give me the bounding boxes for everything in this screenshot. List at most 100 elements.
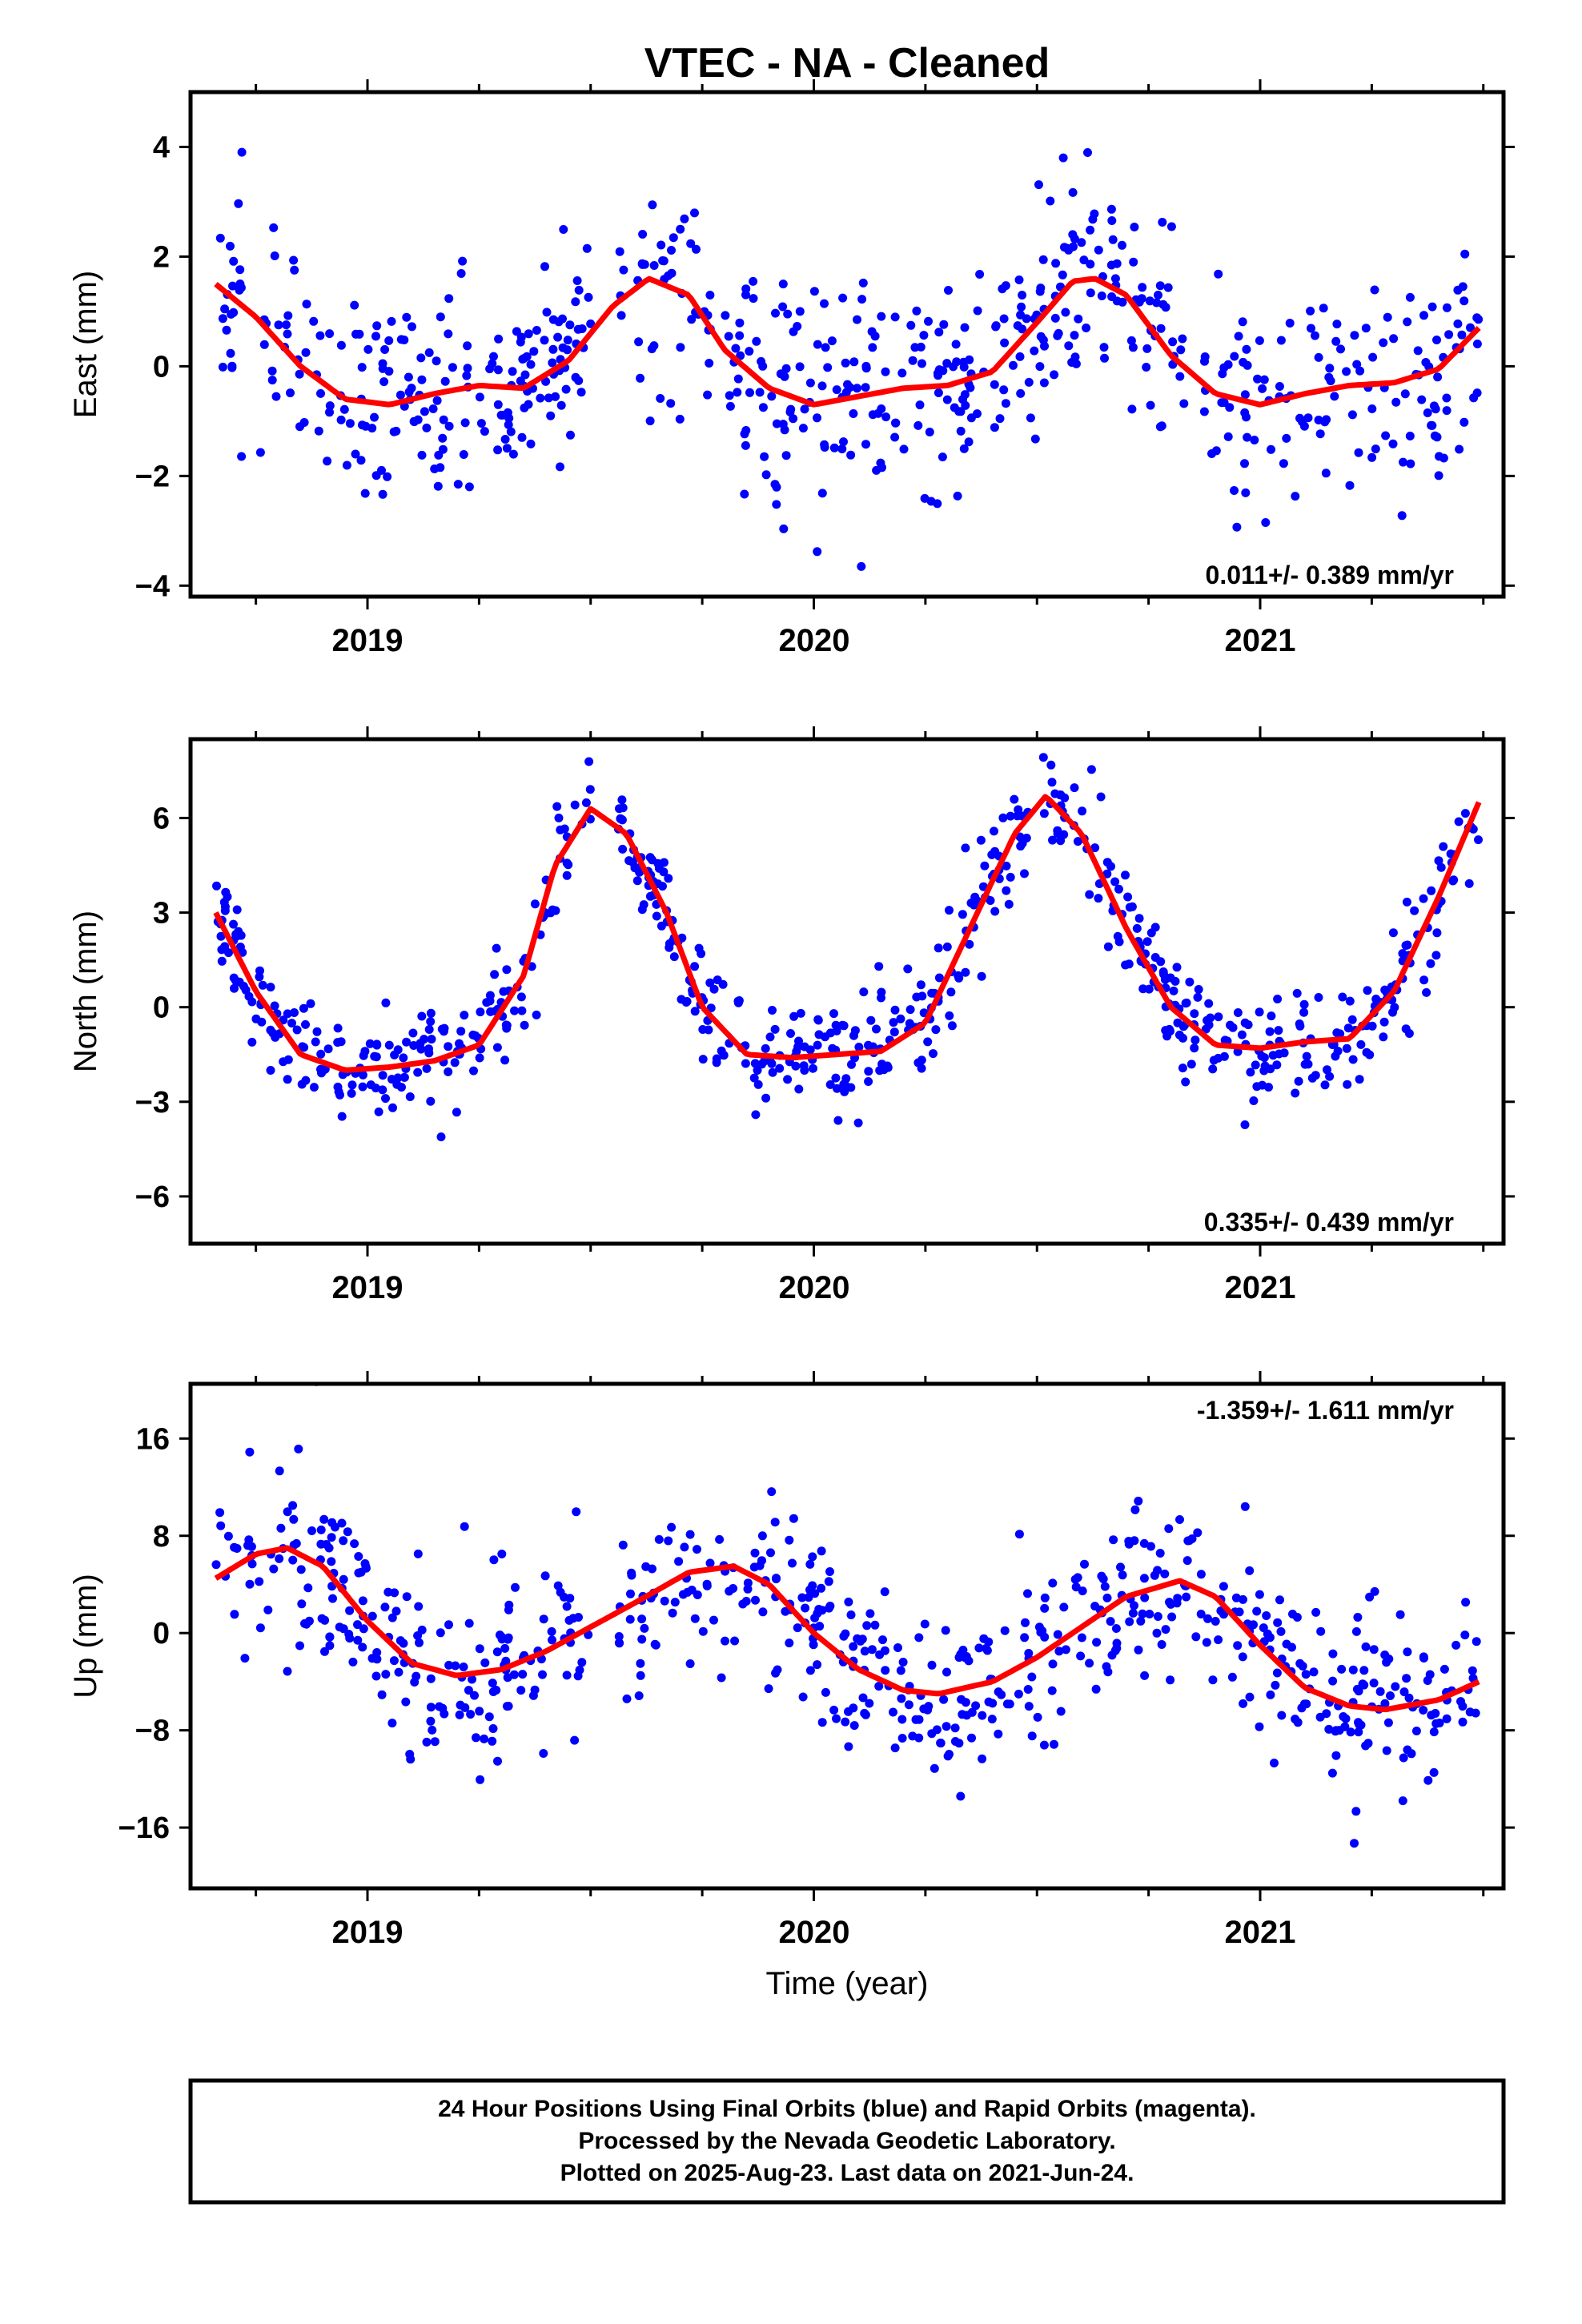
data-point xyxy=(1048,835,1057,845)
data-point xyxy=(1388,1007,1397,1017)
data-point xyxy=(378,1071,387,1080)
data-point xyxy=(1046,196,1055,206)
data-point xyxy=(634,1691,644,1700)
data-point xyxy=(994,1687,1003,1697)
data-point xyxy=(1240,408,1250,417)
data-point xyxy=(1073,837,1082,846)
data-point xyxy=(1435,1719,1444,1727)
data-point xyxy=(358,1596,367,1606)
data-point xyxy=(1124,1539,1134,1549)
data-point xyxy=(1040,1593,1050,1602)
data-point xyxy=(1419,1706,1428,1715)
data-point xyxy=(1238,1652,1247,1662)
data-point xyxy=(551,392,560,401)
data-point xyxy=(217,956,227,966)
data-point xyxy=(396,335,406,344)
data-point xyxy=(271,392,281,401)
data-point xyxy=(938,452,947,462)
data-point xyxy=(1129,257,1138,267)
data-point xyxy=(380,345,390,354)
data-point xyxy=(1090,843,1100,853)
data-point xyxy=(1307,324,1315,333)
data-point xyxy=(1196,1610,1206,1618)
data-point xyxy=(275,1466,284,1476)
data-point xyxy=(1167,1612,1177,1622)
data-point xyxy=(456,1027,466,1036)
data-point xyxy=(377,465,386,475)
data-point xyxy=(1431,951,1441,960)
data-point xyxy=(1400,389,1410,399)
data-point xyxy=(1006,872,1015,882)
data-point xyxy=(556,462,564,472)
data-point xyxy=(1172,963,1182,972)
data-point xyxy=(377,1690,387,1699)
data-point xyxy=(360,489,370,498)
data-point xyxy=(574,1613,583,1622)
data-point xyxy=(1016,842,1026,851)
data-point xyxy=(934,943,943,953)
data-point xyxy=(1242,344,1251,354)
data-point xyxy=(799,1061,809,1071)
data-point xyxy=(315,331,325,340)
data-point xyxy=(1291,1088,1300,1098)
data-point xyxy=(226,241,235,251)
data-point xyxy=(1325,1072,1335,1081)
data-point xyxy=(384,336,394,345)
data-point xyxy=(1272,1060,1282,1070)
data-point xyxy=(1406,459,1415,468)
data-point xyxy=(286,388,295,398)
data-point xyxy=(1175,1515,1184,1524)
data-point xyxy=(912,306,921,316)
data-point xyxy=(299,418,309,427)
data-point xyxy=(493,365,503,375)
data-point xyxy=(1452,1640,1461,1650)
data-point xyxy=(755,1561,765,1570)
data-point xyxy=(1099,343,1109,352)
data-point xyxy=(572,1507,581,1517)
data-point xyxy=(864,1067,873,1076)
data-point xyxy=(771,1668,781,1678)
data-point xyxy=(1458,282,1468,292)
data-point xyxy=(390,1050,400,1059)
data-point xyxy=(283,1507,292,1517)
data-point xyxy=(1465,1707,1475,1717)
data-point xyxy=(1350,1839,1359,1848)
x-tick-label: 2019 xyxy=(332,623,404,658)
data-point xyxy=(870,1620,880,1630)
data-point xyxy=(719,1051,729,1060)
data-point xyxy=(865,1609,875,1618)
data-point xyxy=(1079,255,1089,265)
data-point xyxy=(837,1020,847,1030)
data-point xyxy=(563,336,572,345)
data-point xyxy=(823,363,833,372)
data-point xyxy=(614,1632,624,1641)
data-point xyxy=(1279,459,1288,468)
data-point xyxy=(519,354,528,364)
data-point xyxy=(890,432,900,442)
data-point xyxy=(770,1518,780,1527)
data-point xyxy=(1337,1664,1347,1674)
data-point xyxy=(562,870,572,880)
data-point xyxy=(1152,1628,1162,1638)
data-point xyxy=(1350,331,1359,340)
data-point xyxy=(499,987,508,996)
data-point xyxy=(844,1742,853,1751)
data-point xyxy=(420,1035,429,1044)
data-point xyxy=(768,1068,777,1077)
data-point xyxy=(287,1019,296,1028)
data-point xyxy=(874,962,884,971)
data-point xyxy=(916,342,926,352)
up-panel: −16 −8 0 8 16 2019 2020 2021 Up (mm) -1.359+/- 1.… xyxy=(68,1371,1515,1950)
data-point xyxy=(511,1582,520,1592)
data-point xyxy=(839,437,848,447)
data-point xyxy=(1170,976,1180,986)
data-point xyxy=(1454,817,1464,826)
data-point xyxy=(1253,374,1263,384)
data-point xyxy=(1322,1709,1331,1719)
data-point xyxy=(636,1671,645,1680)
data-point xyxy=(236,283,246,292)
data-point xyxy=(586,319,596,328)
data-point xyxy=(1299,999,1309,1009)
data-point xyxy=(1361,324,1371,333)
data-point xyxy=(480,1734,489,1743)
